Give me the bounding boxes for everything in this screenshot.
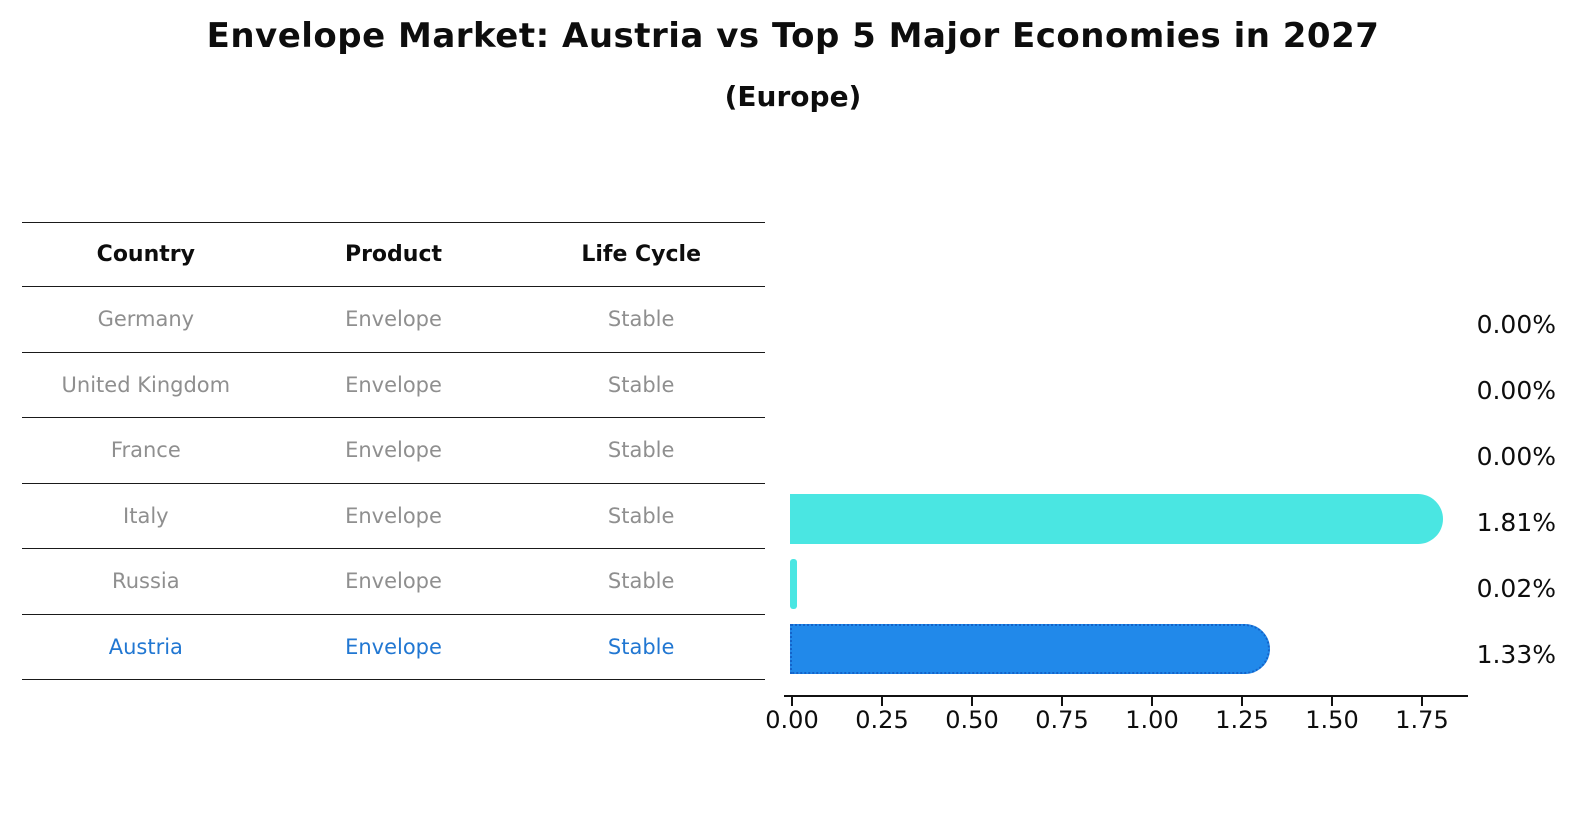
table-row-germany: Germany Envelope Stable <box>22 287 765 353</box>
table-row-france: France Envelope Stable <box>22 418 765 484</box>
product-cell: Envelope <box>345 372 442 397</box>
x-axis-tick <box>1151 697 1153 706</box>
bar-italy <box>790 494 1444 544</box>
x-tick-label: 0.50 <box>945 706 999 734</box>
column-header-life-cycle: Life Cycle <box>581 242 702 267</box>
x-tick-label: 0.75 <box>1035 706 1089 734</box>
x-axis-tick <box>971 697 973 706</box>
column-header-country: Country <box>96 242 195 267</box>
table-row-austria: Austria Envelope Stable <box>22 615 765 680</box>
value-label-france: 0.00% <box>1476 441 1556 471</box>
column-header-product: Product <box>344 242 443 267</box>
product-cell: Envelope <box>345 438 442 463</box>
value-label-united-kingdom: 0.00% <box>1476 375 1556 405</box>
life-cycle-cell: Stable <box>607 307 675 332</box>
x-axis-tick <box>1061 697 1063 706</box>
x-axis-tick <box>881 697 883 706</box>
x-axis-tick <box>1241 697 1243 706</box>
x-tick-label: 1.75 <box>1395 706 1449 734</box>
life-cycle-cell: Stable <box>607 569 675 594</box>
country-cell: France <box>110 438 181 463</box>
country-cell: United Kingdom <box>61 372 231 397</box>
product-cell: Envelope <box>345 307 442 332</box>
x-axis-tick <box>1421 697 1423 706</box>
bar-austria <box>790 624 1271 674</box>
value-label-russia: 0.02% <box>1476 573 1556 603</box>
table-row-united-kingdom: United Kingdom Envelope Stable <box>22 353 765 418</box>
x-tick-label: 1.25 <box>1215 706 1269 734</box>
x-tick-label: 1.50 <box>1305 706 1359 734</box>
chart-subtitle: (Europe) <box>724 80 862 113</box>
table-row-russia: Russia Envelope Stable <box>22 549 765 615</box>
life-cycle-cell: Stable <box>607 372 675 397</box>
product-cell: Envelope <box>345 634 442 659</box>
life-cycle-cell: Stable <box>607 438 675 463</box>
country-table: Country Product Life Cycle Germany Envel… <box>22 222 765 680</box>
x-tick-label: 0.00 <box>765 706 819 734</box>
bar-russia <box>790 559 798 609</box>
value-label-austria: 1.33% <box>1476 639 1556 669</box>
country-cell: Italy <box>123 503 169 528</box>
life-cycle-cell: Stable <box>607 503 675 528</box>
product-cell: Envelope <box>345 503 442 528</box>
life-cycle-cell: Stable <box>607 634 675 659</box>
x-axis-tick <box>791 697 793 706</box>
value-label-germany: 0.00% <box>1476 309 1556 339</box>
table-header-row: Country Product Life Cycle <box>22 223 765 287</box>
x-tick-label: 1.00 <box>1125 706 1179 734</box>
country-cell: Germany <box>97 307 195 332</box>
x-axis-line <box>784 695 1468 697</box>
table-row-italy: Italy Envelope Stable <box>22 484 765 549</box>
product-cell: Envelope <box>345 569 442 594</box>
chart-title: Envelope Market: Austria vs Top 5 Major … <box>206 16 1380 56</box>
country-cell: Russia <box>112 569 180 594</box>
country-cell: Austria <box>108 634 183 659</box>
x-tick-label: 0.25 <box>855 706 909 734</box>
x-axis-tick <box>1331 697 1333 706</box>
value-label-italy: 1.81% <box>1476 507 1556 537</box>
